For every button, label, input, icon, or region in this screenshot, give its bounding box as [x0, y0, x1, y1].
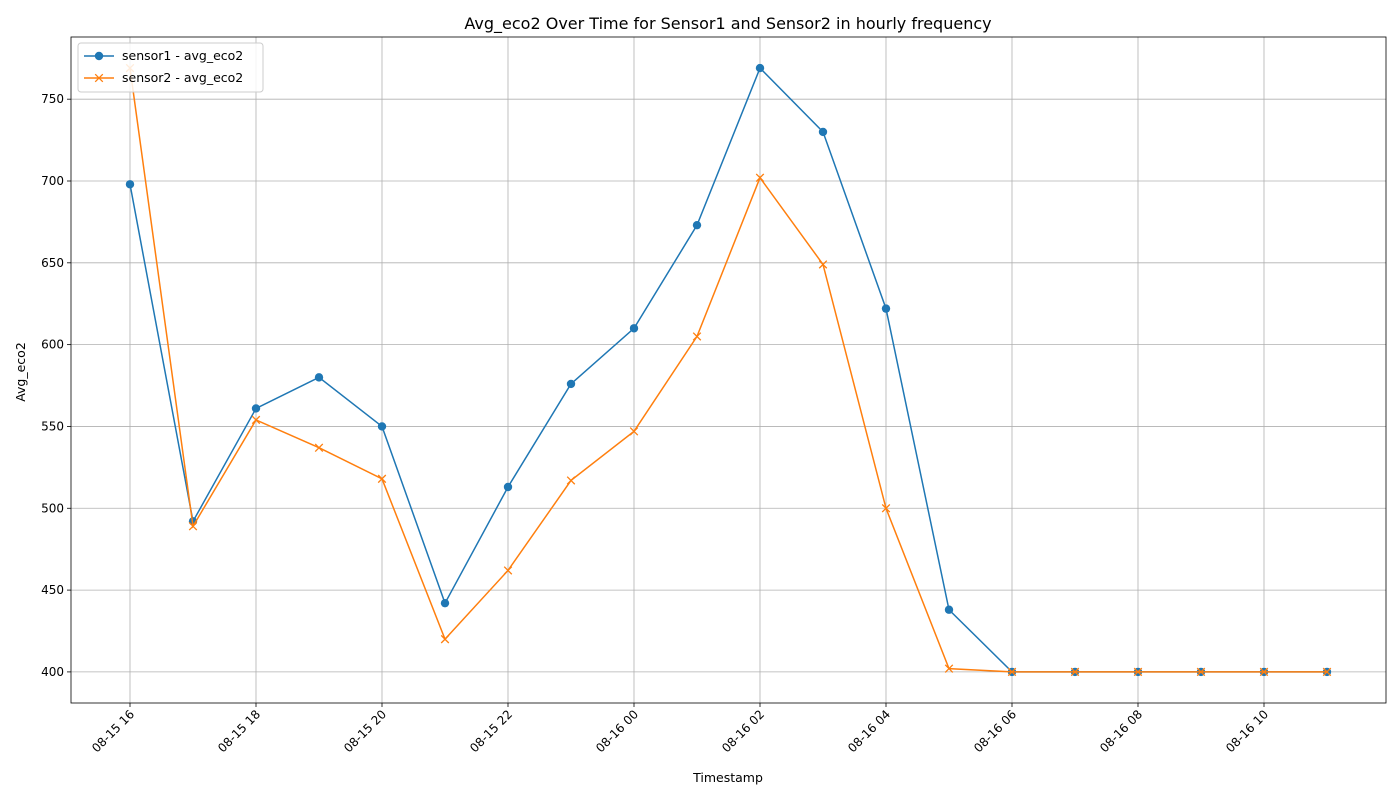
data-point — [503, 566, 513, 575]
y-tick-label: 700 — [41, 174, 64, 188]
x-marker-stroke — [1322, 667, 1332, 677]
data-point — [1133, 667, 1143, 677]
series-1-line — [129, 66, 1327, 673]
x-marker-stroke — [188, 522, 198, 531]
legend-label: sensor1 - avg_eco2 — [122, 48, 243, 63]
legend-marker — [94, 51, 104, 61]
y-tick-label: 600 — [41, 338, 64, 352]
x-marker-stroke — [1007, 667, 1017, 677]
data-point — [251, 404, 261, 413]
data-point — [251, 415, 261, 425]
x-marker-stroke — [314, 443, 324, 452]
data-point — [881, 304, 891, 313]
data-point — [944, 605, 954, 614]
y-tick-label: 450 — [41, 583, 64, 597]
x-tick-label: 08-15 20 — [341, 707, 389, 755]
x-marker-stroke — [692, 332, 702, 341]
data-point — [944, 664, 954, 673]
x-tick-label: 08-16 04 — [845, 707, 893, 755]
data-point — [503, 482, 513, 492]
x-marker-stroke — [881, 504, 891, 513]
legend-item-1: sensor1 - avg_eco2 — [84, 48, 243, 63]
x-tick-label: 08-16 08 — [1097, 707, 1145, 755]
legend: sensor1 - avg_eco2 sensor2 - avg_eco2 — [77, 42, 264, 93]
data-point — [1196, 667, 1206, 677]
x-marker-stroke — [1133, 667, 1143, 677]
x-tick-label: 08-16 00 — [593, 707, 641, 755]
data-point — [1322, 667, 1332, 677]
data-point — [566, 476, 576, 485]
data-point — [566, 379, 576, 389]
x-marker-stroke — [944, 664, 954, 673]
x-axis-label: Timestamp — [692, 770, 763, 785]
data-point — [755, 63, 765, 73]
data-point — [755, 173, 765, 182]
x-tick-label: 08-16 02 — [719, 707, 767, 755]
series-2 — [125, 63, 1332, 677]
x-marker-stroke — [377, 474, 387, 484]
x-tick-label: 08-16 06 — [971, 707, 1019, 755]
grid-lines — [71, 37, 1386, 703]
plot-frame — [70, 36, 1387, 704]
data-point — [1070, 667, 1080, 677]
series-layer — [125, 63, 1332, 677]
x-marker-stroke — [251, 415, 261, 425]
data-point — [629, 427, 639, 436]
y-tick-label: 550 — [41, 419, 64, 433]
x-marker-stroke — [1196, 667, 1206, 677]
y-tick-label: 750 — [41, 92, 64, 106]
data-point — [314, 443, 324, 452]
series-1 — [125, 63, 1332, 677]
legend-item-2: sensor2 - avg_eco2 — [84, 70, 243, 85]
x-tick-label: 08-15 22 — [467, 707, 515, 755]
legend-box — [77, 42, 264, 93]
data-point — [125, 180, 135, 189]
y-tick-label: 500 — [41, 501, 64, 515]
x-marker-stroke — [1259, 667, 1269, 677]
x-tick-label: 08-16 10 — [1223, 707, 1271, 755]
data-point — [377, 422, 387, 431]
x-marker-stroke — [566, 476, 576, 485]
data-point — [188, 522, 198, 531]
y-tick-label: 400 — [41, 665, 64, 679]
data-point — [692, 220, 702, 230]
data-point — [629, 324, 639, 333]
y-tick-label: 650 — [41, 256, 64, 270]
data-point — [1007, 667, 1017, 677]
data-point — [818, 127, 828, 137]
data-point — [692, 332, 702, 341]
data-point — [440, 634, 450, 644]
x-marker-stroke — [503, 566, 513, 575]
x-marker-stroke — [755, 173, 765, 182]
data-point — [440, 598, 450, 608]
x-marker-stroke — [818, 260, 828, 269]
data-point — [881, 504, 891, 513]
series-2-line — [129, 67, 1327, 673]
x-marker-stroke — [629, 427, 639, 436]
axes: 400 450 500 550 600 650 700 750 08-15 16 08-15 18… — [41, 36, 1387, 755]
data-point — [818, 260, 828, 269]
legend-marker — [94, 73, 104, 83]
data-point — [314, 373, 324, 382]
x-tick-label: 08-15 16 — [89, 707, 137, 755]
x-marker-stroke — [440, 634, 450, 644]
chart-title: Avg_eco2 Over Time for Sensor1 and Senso… — [464, 14, 991, 34]
data-point — [1259, 667, 1269, 677]
legend-label: sensor2 - avg_eco2 — [122, 70, 243, 85]
x-tick-label: 08-15 18 — [215, 707, 263, 755]
y-axis-label: Avg_eco2 — [13, 342, 28, 402]
data-point — [377, 474, 387, 484]
x-marker-stroke — [1070, 667, 1080, 677]
